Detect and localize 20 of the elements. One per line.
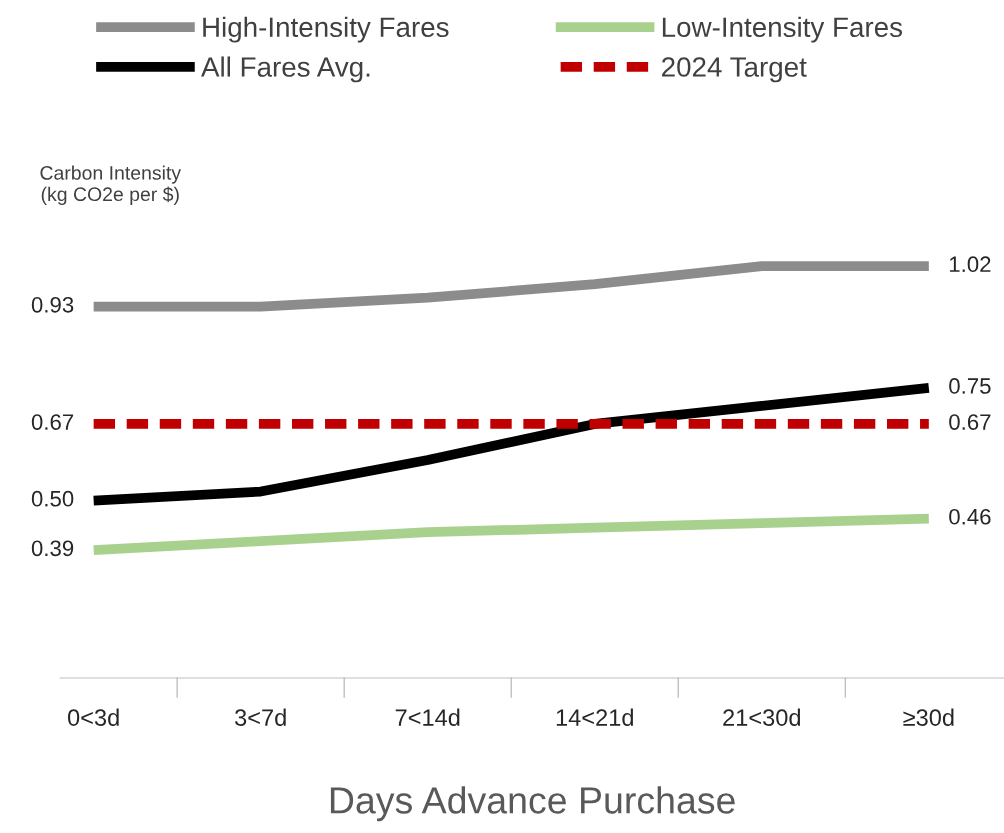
data-label: 0.50	[31, 490, 74, 507]
legend-label: 2024 Target	[662, 57, 807, 83]
x-tick-label: ≥30d	[903, 708, 954, 726]
x-tick-label: 7<14d	[395, 708, 460, 726]
data-label: 0.67	[31, 414, 74, 430]
x-tick-label: 21<30d	[723, 708, 800, 726]
y-axis-title: Carbon Intensity (kg CO2e per $)	[40, 165, 182, 205]
data-label: 0.39	[31, 540, 74, 557]
data-label: 0.46	[949, 508, 991, 525]
data-label: 1.02	[949, 256, 991, 273]
data-label: 0.75	[949, 378, 991, 394]
x-tick-label: 0<3d	[67, 708, 119, 726]
data-label: 0.67	[949, 414, 991, 430]
x-tick-label: 3<7d	[234, 708, 286, 726]
legend-label: All Fares Avg.	[201, 56, 370, 83]
legend-label: High-Intensity Fares	[203, 16, 449, 43]
x-tick-label: 14<21d	[556, 708, 633, 726]
legend-label: Low-Intensity Fares	[662, 16, 903, 43]
data-label: 0.93	[31, 296, 74, 313]
x-axis-title: Days Advance Purchase	[330, 786, 735, 822]
